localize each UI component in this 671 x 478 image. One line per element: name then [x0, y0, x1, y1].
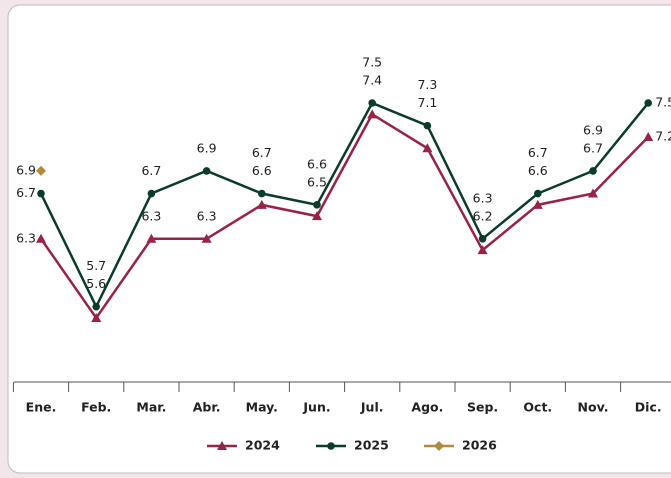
marker [312, 211, 322, 221]
x-tick-label: Oct. [523, 400, 552, 415]
legend-label: 2025 [354, 438, 389, 453]
x-tick-label: Jul. [360, 400, 384, 415]
marker [478, 234, 487, 243]
x-tick-label: Abr. [193, 400, 221, 415]
marker [92, 302, 100, 311]
marker [532, 199, 543, 209]
data-label: 6.3 [473, 190, 493, 205]
legend-label: 2026 [462, 438, 497, 453]
legend-label: 2024 [245, 438, 280, 453]
x-tick-label: Dic. [635, 400, 662, 415]
marker [258, 189, 266, 198]
data-label: 6.3 [16, 230, 36, 245]
x-tick-label: May. [246, 400, 278, 415]
data-label: 6.7 [528, 145, 548, 160]
data-label: 6.6 [252, 163, 272, 178]
marker [37, 189, 45, 198]
data-label: 7.3 [417, 77, 437, 92]
data-label: 6.3 [197, 208, 217, 223]
data-label: 6.9 [197, 140, 217, 155]
data-label: 6.9 [16, 162, 36, 177]
data-label: 5.6 [86, 276, 106, 291]
card [7, 4, 671, 474]
marker [644, 99, 652, 107]
data-label: 6.7 [583, 140, 603, 155]
data-label: 6.6 [528, 163, 548, 178]
marker [367, 109, 378, 119]
data-label: 7.1 [417, 95, 437, 110]
data-label: 6.5 [307, 174, 327, 189]
marker [201, 233, 212, 243]
marker [147, 189, 156, 198]
data-label: 6.3 [141, 208, 161, 223]
marker [643, 131, 654, 141]
marker [477, 245, 488, 255]
data-label: 6.7 [16, 185, 36, 200]
legend: 2024 2025 2026 [207, 438, 497, 453]
plot: Ene. Feb. Mar. Abr. May. Jun. Jul. Ago. Sep. Oct.… [12, 55, 671, 453]
marker [589, 167, 597, 175]
marker [217, 441, 227, 450]
series-line [39, 101, 650, 310]
data-label: 7.5 [655, 95, 671, 110]
data-label: 7.4 [362, 73, 382, 88]
data-label: 6.2 [473, 208, 493, 223]
marker [422, 143, 433, 153]
x-tick-label: Ene. [26, 400, 57, 415]
marker [146, 233, 157, 243]
data-label: 6.7 [252, 145, 272, 160]
series-line [39, 112, 650, 321]
marker [91, 313, 102, 322]
data-label: 7.5 [362, 55, 382, 70]
data-label: 6.9 [583, 122, 603, 137]
marker [368, 99, 377, 107]
data-label: 7.2 [655, 128, 671, 143]
data-label: 6.7 [141, 163, 161, 178]
x-tick-label: Feb. [81, 400, 111, 415]
marker [313, 201, 321, 209]
data-label: 6.6 [307, 156, 327, 171]
x-tick-label: Ago. [411, 400, 443, 415]
marker [36, 233, 46, 243]
marker [327, 442, 335, 450]
marker [36, 165, 46, 176]
marker [434, 441, 444, 451]
marker [423, 121, 432, 130]
marker [534, 189, 542, 198]
data-label: 5.7 [86, 258, 106, 273]
marker [588, 188, 598, 198]
x-tick-label: Mar. [136, 400, 166, 415]
x-tick-label: Nov. [578, 400, 609, 415]
marker [202, 167, 211, 175]
x-tick-label: Sep. [467, 400, 498, 415]
marker [256, 199, 267, 209]
x-tick-label: Jun. [302, 400, 330, 415]
